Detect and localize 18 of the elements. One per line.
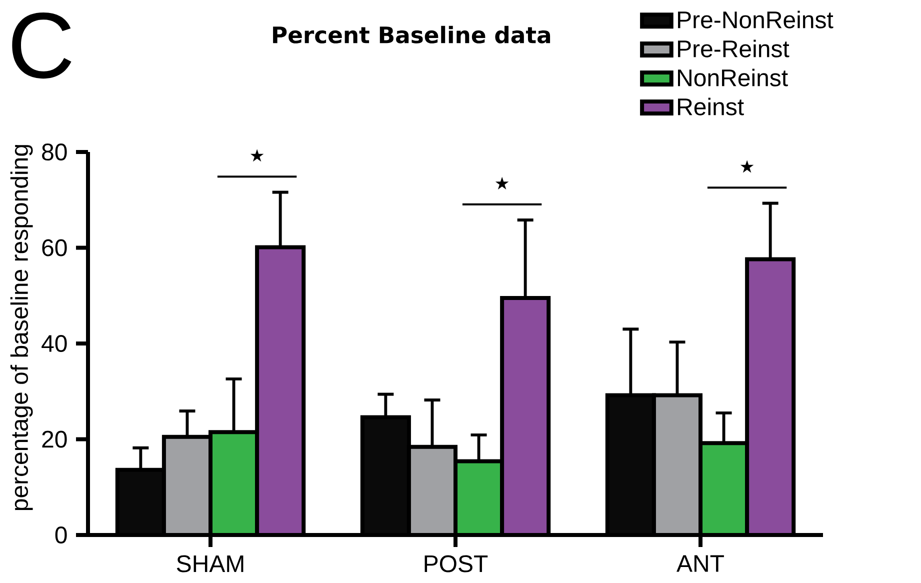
annotation: ★ [250,149,264,162]
y-tick-label: 20 [42,430,67,448]
legend-label: NonReinst [678,68,788,86]
annotation: ★ [740,160,754,173]
legend-label: Pre-Reinst [678,40,790,58]
chart-title: Percent Baseline data [273,26,550,44]
x-tick-label: ANT [676,555,724,572]
y-tick-label: 40 [42,334,67,352]
y-axis-title: percentage of baseline responding [10,145,33,510]
text: C [12,12,72,79]
y-tick-label: 80 [42,144,67,160]
legend-label: Reinst [678,98,744,116]
y-tick-label: 0 [55,526,67,544]
x-tick-label: SHAM [176,555,244,572]
legend-label: Pre-NonReinst [678,10,834,28]
y-tick-label: 60 [42,239,67,256]
x-tick-label: POST [424,555,488,572]
annotation: ★ [495,176,509,190]
